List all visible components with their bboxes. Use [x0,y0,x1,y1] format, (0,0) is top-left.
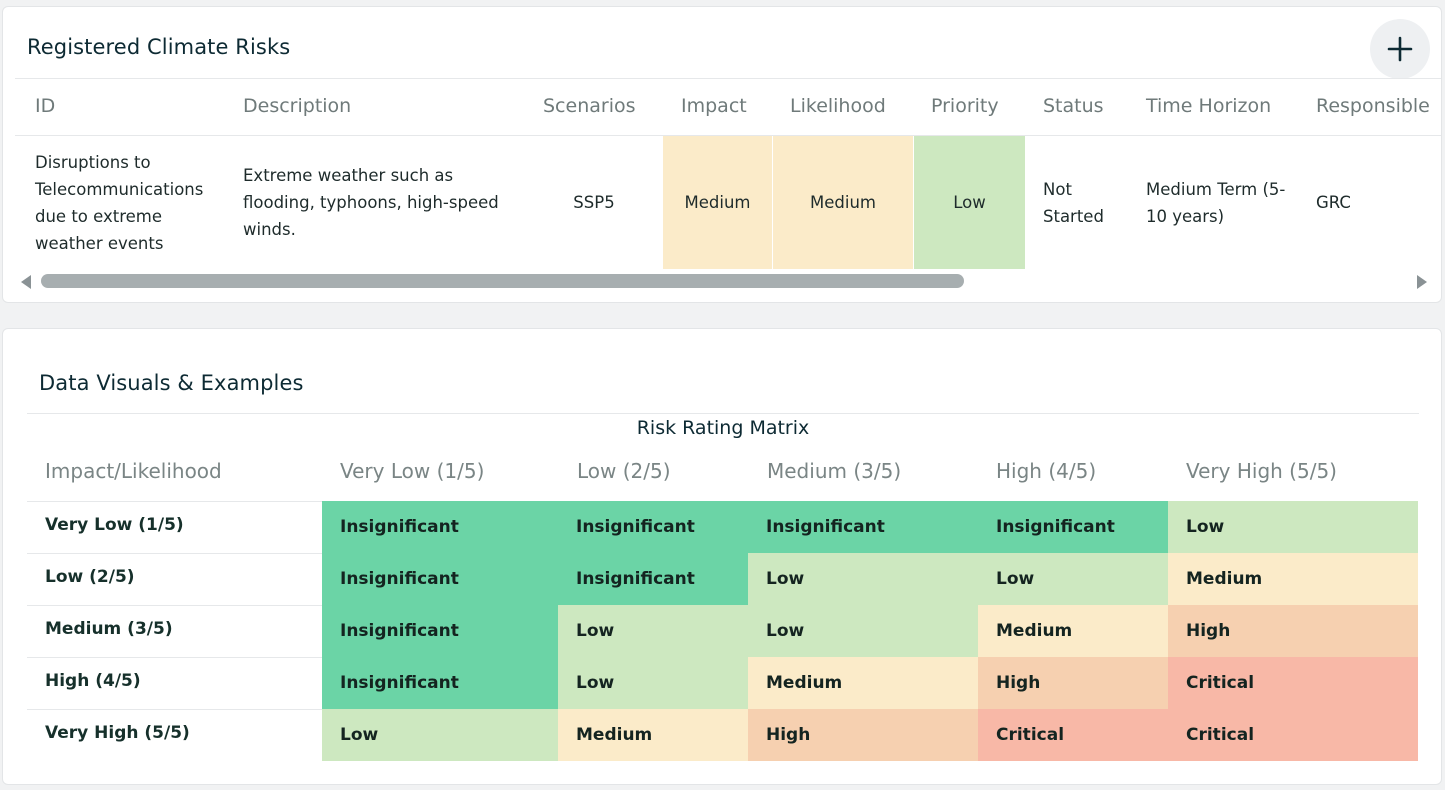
matrix-row-divider [27,709,322,710]
col-header-id[interactable]: ID [35,95,56,117]
matrix-cell: Medium [558,709,748,761]
scroll-right-arrow-icon[interactable] [1417,275,1427,289]
col-header-responsible[interactable]: Responsible [1316,95,1430,117]
matrix-row-header: Medium (3/5) [45,619,173,639]
col-header-time-horizon[interactable]: Time Horizon [1146,95,1272,117]
matrix-cell: High [748,709,978,761]
cell-id[interactable]: Disruptions to Telecommunications due to… [35,152,204,253]
col-header-likelihood[interactable]: Likelihood [790,95,886,117]
matrix-col-header: High (4/5) [996,459,1097,483]
matrix-row-header: High (4/5) [45,671,141,691]
matrix-cell: Insignificant [322,501,558,553]
cell-description: Extreme weather such as flooding, typhoo… [243,166,499,239]
matrix-cell: Low [558,605,748,657]
matrix-cell: High [1168,605,1418,657]
matrix-row-divider [27,553,322,554]
cell-scenarios: SSP5 [573,193,615,212]
matrix-cell: Insignificant [322,553,558,605]
matrix-cell: Medium [1168,553,1418,605]
col-header-description[interactable]: Description [243,95,352,117]
cell-likelihood: Medium [773,136,913,269]
matrix-cell: Low [322,709,558,761]
visuals-card-title: Data Visuals & Examples [39,371,304,395]
matrix-row-header: Low (2/5) [45,567,135,587]
matrix-cell: Low [978,553,1168,605]
matrix-col-header: Medium (3/5) [767,459,902,483]
matrix-col-header: Very Low (1/5) [340,459,485,483]
col-header-priority[interactable]: Priority [931,95,999,117]
matrix-cell: Medium [978,605,1168,657]
matrix-cell: Critical [1168,657,1418,709]
matrix-corner-label: Impact/Likelihood [45,459,222,483]
risks-card-title: Registered Climate Risks [27,35,291,59]
matrix-cell: Insignificant [322,657,558,709]
add-risk-button[interactable] [1370,19,1430,79]
col-header-scenarios[interactable]: Scenarios [543,95,636,117]
matrix-cell: Insignificant [558,553,748,605]
matrix-cell: Medium [748,657,978,709]
header-divider [15,135,1441,136]
matrix-row-divider [27,657,322,658]
cell-priority: Low [914,136,1025,269]
matrix-cell: Critical [1168,709,1418,761]
matrix-cell: Low [748,605,978,657]
matrix-title: Risk Rating Matrix [636,417,810,439]
matrix-cell: Insignificant [978,501,1168,553]
card1-divider [15,78,1441,79]
col-header-impact[interactable]: Impact [681,95,747,117]
matrix-cell: Insignificant [748,501,978,553]
registered-risks-card: Registered Climate Risks ID Description … [2,6,1442,303]
plus-icon [1387,36,1413,62]
matrix-row-header: Very Low (1/5) [45,515,184,535]
card2-divider [27,413,1419,414]
matrix-cell: Critical [978,709,1168,761]
matrix-cell: Low [748,553,978,605]
data-visuals-card: Data Visuals & Examples Risk Rating Matr… [2,328,1442,785]
matrix-row-divider [27,605,322,606]
matrix-cell: Insignificant [322,605,558,657]
cell-time-horizon: Medium Term (5-10 years) [1146,179,1286,226]
col-header-status[interactable]: Status [1043,95,1104,117]
matrix-row-header: Very High (5/5) [45,723,190,743]
matrix-col-header: Very High (5/5) [1186,459,1337,483]
cell-impact: Medium [663,136,772,269]
scrollbar-thumb[interactable] [41,274,964,288]
matrix-cell: High [978,657,1168,709]
matrix-cell: Low [1168,501,1418,553]
horizontal-scrollbar[interactable] [15,270,1437,292]
matrix-cell: Insignificant [558,501,748,553]
scroll-left-arrow-icon[interactable] [21,275,31,289]
matrix-row-divider [27,501,322,502]
risks-table: ID Description Scenarios Impact Likeliho… [15,79,1441,269]
matrix-cell: Low [558,657,748,709]
cell-responsible: GRC [1316,193,1351,212]
cell-status: Not Started [1043,179,1104,226]
matrix-col-header: Low (2/5) [577,459,671,483]
